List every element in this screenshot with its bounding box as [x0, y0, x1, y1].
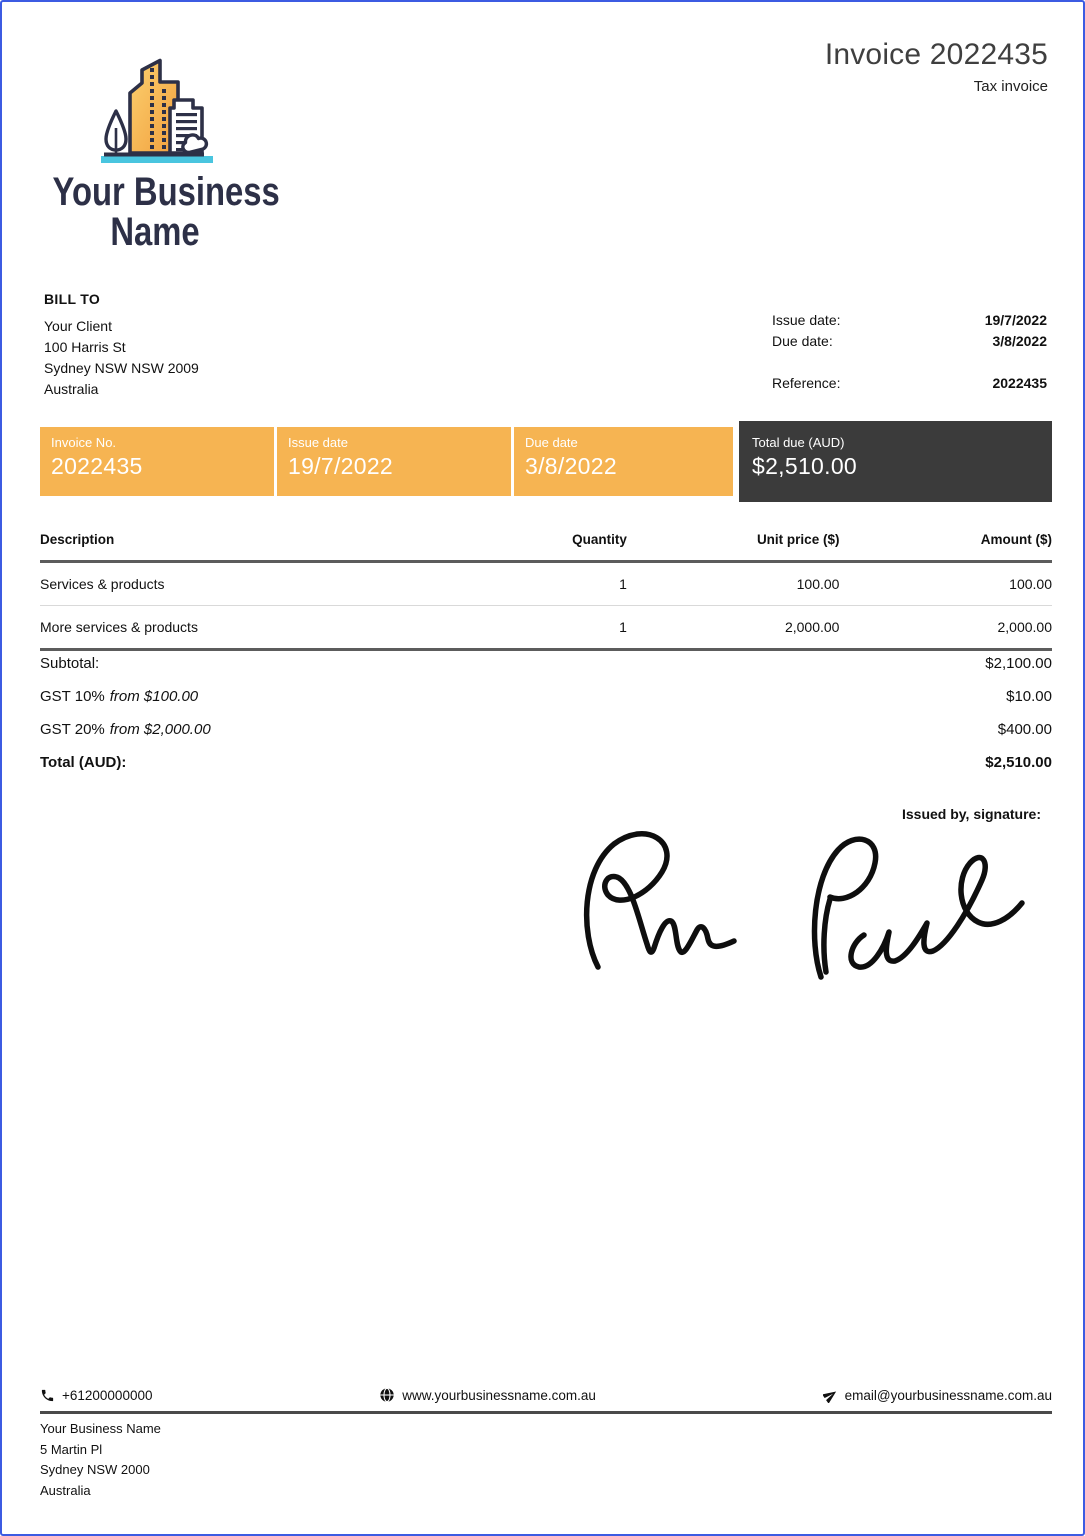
banner-invoice-no: Invoice No. 2022435	[40, 427, 274, 496]
email-contact: email@yourbusinessname.com.au	[822, 1387, 1052, 1403]
bill-to-label: BILL TO	[44, 291, 101, 307]
client-name: Your Client	[44, 318, 112, 334]
due-date-value: 3/8/2022	[992, 333, 1048, 349]
col-unit-price: Unit price ($)	[626, 526, 840, 563]
client-street: 100 Harris St	[44, 339, 126, 355]
gst10-row: GST 10% from $100.00 $10.00	[40, 680, 1052, 713]
invoice-subtitle: Tax invoice	[973, 78, 1048, 95]
item-description: More services & products	[40, 605, 496, 651]
due-date-row: Due date: 3/8/2022	[772, 331, 1047, 352]
footer-business-name: Your Business Name	[40, 1421, 161, 1436]
gst20-row: GST 20% from $2,000.00 $400.00	[40, 713, 1052, 746]
banner-due-date: Due date 3/8/2022	[514, 427, 733, 496]
subtotal-label: Subtotal:	[40, 655, 100, 672]
banner-total-due: Total due (AUD) $2,510.00	[739, 421, 1052, 502]
footer-city: Sydney NSW 2000	[40, 1462, 150, 1477]
send-icon	[822, 1391, 836, 1403]
phone-icon	[41, 1389, 54, 1401]
banner-total-due-label: Total due (AUD)	[752, 435, 845, 450]
item-amount: 2,000.00	[839, 605, 1052, 651]
client-country: Australia	[44, 381, 99, 397]
footer-address: Your Business Name 5 Martin Pl Sydney NS…	[40, 1419, 161, 1501]
banner-issue-date: Issue date 19/7/2022	[277, 427, 511, 496]
due-date-label: Due date:	[772, 333, 833, 349]
business-name-line2: Name	[110, 210, 200, 254]
subtotal-value: $2,100.00	[985, 655, 1052, 672]
banner-issue-date-label: Issue date	[288, 435, 348, 450]
invoice-meta: Issue date: 19/7/2022 Due date: 3/8/2022…	[772, 310, 1047, 394]
globe-icon	[380, 1387, 394, 1403]
banner-due-date-label: Due date	[525, 435, 578, 450]
signature-handwriting	[583, 831, 1025, 980]
summary-banner: Invoice No. 2022435 Issue date 19/7/2022…	[40, 421, 1052, 502]
bill-to-section: BILL TO Your Client 100 Harris St Sydney…	[44, 291, 199, 400]
table-row: Services & products 1 100.00 100.00	[40, 561, 1052, 606]
issue-date-label: Issue date:	[772, 312, 841, 328]
footer-contacts: +61200000000 www.yourbusinessname.com.au…	[40, 1387, 1052, 1403]
business-logo: Your Business Name	[30, 56, 280, 252]
issue-date-row: Issue date: 19/7/2022	[772, 310, 1047, 331]
issued-by-label: Issued by, signature:	[902, 806, 1041, 822]
item-unit-price: 2,000.00	[626, 605, 840, 651]
banner-invoice-no-label: Invoice No.	[51, 435, 117, 450]
line-items-table: Description Quantity Unit price ($) Amou…	[40, 526, 1052, 651]
table-row: More services & products 1 2,000.00 2,00…	[40, 605, 1052, 651]
gst20-value: $400.00	[997, 721, 1052, 738]
col-description: Description	[40, 526, 496, 563]
item-unit-price: 100.00	[626, 561, 840, 606]
footer-country: Australia	[40, 1482, 91, 1498]
total-value: $2,510.00	[985, 754, 1052, 771]
total-row: Total (AUD): $2,510.00	[40, 746, 1052, 779]
item-quantity: 1	[495, 561, 627, 606]
col-quantity: Quantity	[495, 526, 627, 563]
item-quantity: 1	[495, 605, 627, 651]
total-label: Total (AUD):	[40, 754, 127, 771]
item-amount: 100.00	[839, 561, 1052, 606]
website-url: www.yourbusinessname.com.au	[402, 1387, 596, 1403]
phone-number: +61200000000	[62, 1387, 153, 1403]
website-contact: www.yourbusinessname.com.au	[379, 1387, 596, 1403]
page-title: Invoice 2022435	[824, 38, 1048, 71]
client-city: Sydney NSW NSW 2009	[44, 360, 199, 376]
title-block: Invoice 2022435 Tax invoice	[825, 38, 1048, 95]
gst10-value: $10.00	[1006, 688, 1052, 705]
banner-total-due-value: $2,510.00	[752, 453, 858, 479]
item-description: Services & products	[40, 561, 496, 606]
footer-divider	[40, 1411, 1052, 1414]
banner-issue-date-value: 19/7/2022	[288, 453, 394, 479]
business-name-text: Your Business Name	[52, 170, 280, 254]
banner-invoice-no-value: 2022435	[51, 453, 143, 479]
reference-value: 2022435	[992, 375, 1047, 391]
city-buildings-icon	[101, 58, 213, 163]
subtotal-row: Subtotal: $2,100.00	[40, 647, 1052, 680]
reference-row: Reference: 2022435	[772, 373, 1047, 394]
business-name-line1: Your Business	[52, 170, 280, 214]
footer-street: 5 Martin Pl	[40, 1441, 103, 1457]
issue-date-value: 19/7/2022	[984, 312, 1047, 328]
gst20-label: GST 20% from $2,000.00	[40, 721, 211, 738]
banner-due-date-value: 3/8/2022	[525, 453, 617, 479]
col-amount: Amount ($)	[839, 526, 1052, 563]
gst10-label: GST 10% from $100.00	[40, 688, 199, 705]
email-address: email@yourbusinessname.com.au	[844, 1387, 1052, 1403]
phone-contact: +61200000000	[40, 1387, 152, 1403]
totals-section: Subtotal: $2,100.00 GST 10% from $100.00 …	[40, 647, 1052, 779]
reference-label: Reference:	[772, 375, 841, 391]
table-header-row: Description Quantity Unit price ($) Amou…	[40, 526, 1052, 563]
